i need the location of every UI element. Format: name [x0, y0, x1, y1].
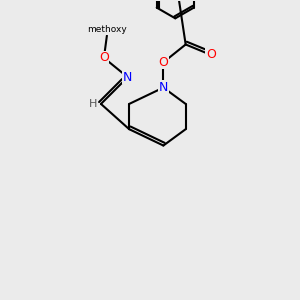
Text: N: N	[159, 81, 168, 94]
Text: O: O	[158, 56, 168, 69]
Text: O: O	[206, 48, 216, 62]
Text: H: H	[88, 99, 97, 109]
Text: methoxy: methoxy	[87, 25, 127, 34]
Text: O: O	[99, 51, 109, 64]
Text: N: N	[123, 71, 132, 84]
